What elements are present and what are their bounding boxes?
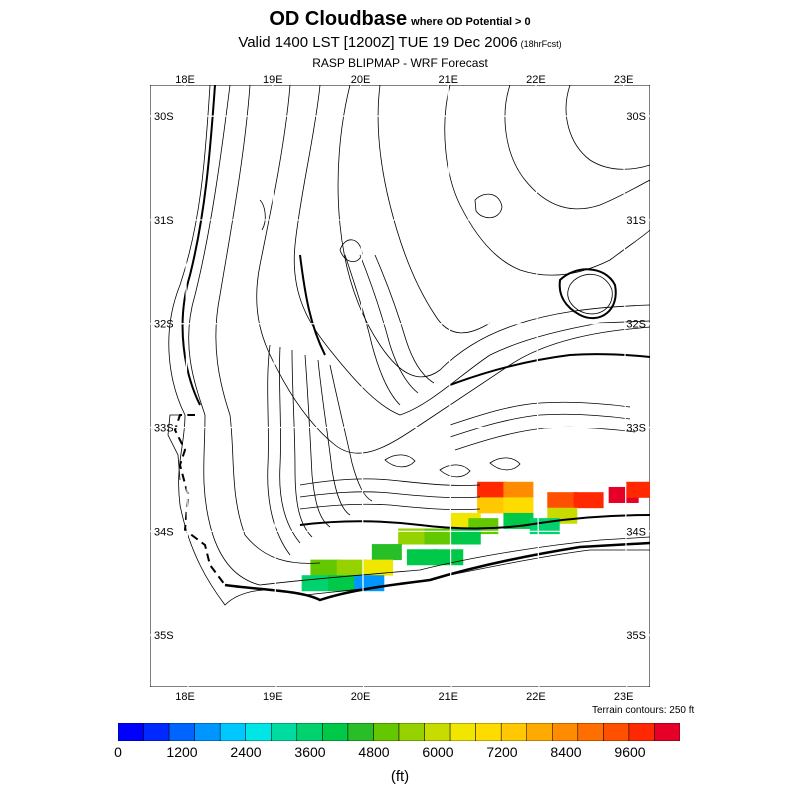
graticule bbox=[150, 85, 650, 687]
field-cell bbox=[450, 528, 481, 545]
colorbar-swatch bbox=[475, 723, 502, 741]
lat-label: 30S bbox=[154, 111, 174, 123]
forecast-hours: (18hrFcst) bbox=[520, 39, 562, 49]
title-main: OD Cloudbase bbox=[269, 8, 408, 30]
field-cell bbox=[433, 549, 464, 566]
meridian bbox=[359, 85, 365, 687]
title-condition: where OD Potential > 0 bbox=[411, 16, 531, 28]
lat-labels-left: 30S 31S 32S 33S 34S 35S bbox=[154, 111, 174, 642]
field-cell bbox=[398, 528, 429, 545]
field-cell bbox=[477, 481, 508, 498]
colorbar-swatch bbox=[143, 723, 170, 741]
colorbar-tick-label: 7200 bbox=[486, 744, 518, 760]
coastline-dashed bbox=[173, 414, 226, 586]
colorbar-swatch bbox=[603, 723, 630, 741]
lon-label: 21E bbox=[438, 74, 459, 86]
colorbar-tick-label: 3600 bbox=[294, 744, 326, 760]
subtitle: RASP BLIPMAP - WRF Forecast bbox=[312, 56, 488, 70]
colorbar-swatch bbox=[526, 723, 553, 741]
colorbar-tick-label: 6000 bbox=[422, 744, 454, 760]
colorbar-swatch bbox=[449, 723, 476, 741]
lon-label: 20E bbox=[350, 74, 371, 86]
field-cell bbox=[327, 575, 358, 592]
field-cell bbox=[477, 497, 508, 514]
lon-label: 19E bbox=[263, 74, 283, 86]
meridian bbox=[447, 85, 452, 687]
field-cell bbox=[626, 481, 650, 498]
meridian bbox=[184, 85, 189, 687]
colorbar-swatch bbox=[654, 723, 680, 741]
lat-labels-right: 30S 31S 32S 33S 34S 35S bbox=[626, 111, 646, 642]
colorbar-swatch bbox=[219, 723, 246, 741]
colorbar-unit: (ft) bbox=[390, 768, 410, 785]
colorbar-tick-label: 0 bbox=[114, 744, 122, 760]
lat-label: 30S bbox=[626, 111, 646, 123]
coastline bbox=[224, 541, 650, 602]
colorbar-swatch bbox=[398, 723, 425, 741]
colorbar-swatch bbox=[271, 723, 298, 741]
field-cell bbox=[301, 575, 332, 592]
lat-label: 34S bbox=[154, 526, 174, 538]
colorbar-swatch bbox=[194, 723, 221, 741]
lon-label: 19E bbox=[263, 691, 283, 703]
field-cell bbox=[310, 559, 341, 576]
map-panel: 30S 31S 32S 33S 34S 35S 30S 31S 32S 33S 34S 35S bbox=[150, 85, 650, 687]
chart-title: OD Cloudbase where OD Potential > 0 bbox=[0, 8, 800, 31]
colorbar-tick-label: 9600 bbox=[614, 744, 646, 760]
colorbar-tick-label: 4800 bbox=[358, 744, 390, 760]
meridian bbox=[535, 85, 540, 687]
lat-label: 35S bbox=[154, 630, 174, 642]
colorbar-swatch bbox=[373, 723, 400, 741]
colorbar-tick-label: 1200 bbox=[166, 744, 198, 760]
colorbar bbox=[118, 723, 680, 741]
lon-label: 22E bbox=[526, 691, 546, 703]
valid-line: Valid 1400 LST [1200Z] TUE 19 Dec 2006 bbox=[238, 34, 518, 51]
field-cell bbox=[424, 528, 455, 545]
colorbar-swatch bbox=[118, 723, 144, 741]
field-cell bbox=[336, 559, 367, 576]
colorbar-swatch bbox=[577, 723, 604, 741]
lat-label: 33S bbox=[154, 423, 174, 435]
lat-label: 35S bbox=[626, 630, 646, 642]
colorbar-swatch bbox=[245, 723, 272, 741]
colorbar-swatch bbox=[424, 723, 451, 741]
lon-label: 21E bbox=[438, 691, 459, 703]
colorbar-swatch bbox=[296, 723, 323, 741]
field-cell bbox=[503, 481, 534, 498]
lon-label: 23E bbox=[613, 74, 634, 86]
meridian bbox=[272, 85, 277, 687]
lat-label: 34S bbox=[626, 526, 646, 538]
valid-time: Valid 1400 LST [1200Z] TUE 19 Dec 2006 (1… bbox=[0, 34, 800, 51]
field-cell bbox=[503, 497, 534, 514]
colorbar-swatch bbox=[500, 723, 527, 741]
colorbar-swatch bbox=[552, 723, 579, 741]
lon-label: 20E bbox=[350, 691, 371, 703]
colorbar-swatch bbox=[322, 723, 349, 741]
meridian bbox=[623, 85, 628, 687]
lon-label: 18E bbox=[175, 74, 195, 86]
terrain-note: Terrain contours: 250 ft bbox=[592, 705, 695, 716]
lon-label: 23E bbox=[613, 691, 634, 703]
field-cell bbox=[573, 492, 604, 509]
colorbar-tick-label: 8400 bbox=[550, 744, 582, 760]
field-cell bbox=[371, 544, 402, 561]
lat-label: 31S bbox=[154, 215, 174, 227]
map-frame bbox=[150, 85, 650, 687]
field-cell bbox=[406, 549, 437, 566]
field-cell bbox=[363, 559, 394, 576]
lat-label: 33S bbox=[626, 423, 646, 435]
lat-label: 32S bbox=[154, 319, 174, 331]
lon-label: 18E bbox=[175, 691, 195, 703]
colorbar-swatch bbox=[347, 723, 374, 741]
lat-label: 31S bbox=[626, 215, 646, 227]
field-cell bbox=[547, 492, 578, 509]
cloudbase-field bbox=[301, 481, 650, 592]
colorbar-tick-label: 2400 bbox=[230, 744, 262, 760]
colorbar-swatch bbox=[168, 723, 195, 741]
lon-label: 22E bbox=[526, 74, 546, 86]
colorbar-swatch bbox=[628, 723, 655, 741]
terrain-contours bbox=[167, 85, 650, 606]
lat-label: 32S bbox=[626, 319, 646, 331]
